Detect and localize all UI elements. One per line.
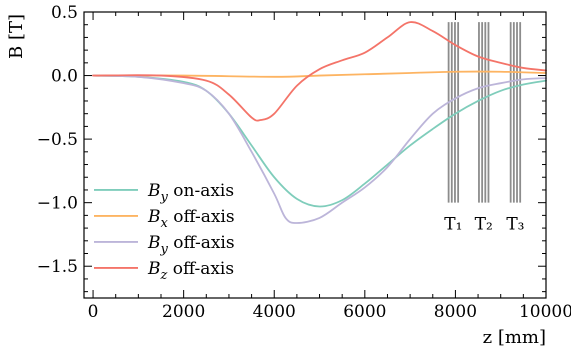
y-tick-label: −1.0 <box>37 194 78 214</box>
x-tick-label: 2000 <box>162 302 205 322</box>
legend-label: By off-axis <box>147 233 235 257</box>
x-axis-label: z [mm] <box>483 327 546 348</box>
x-tick-label: 6000 <box>343 302 386 322</box>
series-line <box>92 70 547 78</box>
y-tick-label: −0.5 <box>37 130 78 150</box>
y-tick-label: 0.5 <box>51 3 78 23</box>
series-lines <box>92 21 547 224</box>
tracker-label: T₃ <box>506 215 524 235</box>
x-tick-label: 10000 <box>519 302 571 322</box>
series-line <box>92 21 547 122</box>
tracker-stations: T₁ T₂ T₃ <box>444 22 525 235</box>
y-tick-label: 0.0 <box>51 67 78 87</box>
x-tick-label: 0 <box>88 302 99 322</box>
legend-label: Bz off-axis <box>147 259 234 283</box>
series-line <box>92 74 547 208</box>
tracker-label: T₁ <box>444 215 462 235</box>
legend-label: By on-axis <box>147 181 234 205</box>
axes: 0 2000 4000 6000 8000 10000 0.5 0.0 −0.5 −1.0 −1.5… <box>6 3 571 348</box>
y-tick-label: −1.5 <box>37 257 78 277</box>
y-axis-label: B [T] <box>6 14 27 59</box>
plot-frame <box>83 11 547 299</box>
series-line <box>92 74 547 224</box>
x-tick-label: 4000 <box>253 302 296 322</box>
tracker-label: T₂ <box>475 215 493 235</box>
x-tick-label: 8000 <box>434 302 477 322</box>
legend-label: Bx off-axis <box>147 207 235 231</box>
